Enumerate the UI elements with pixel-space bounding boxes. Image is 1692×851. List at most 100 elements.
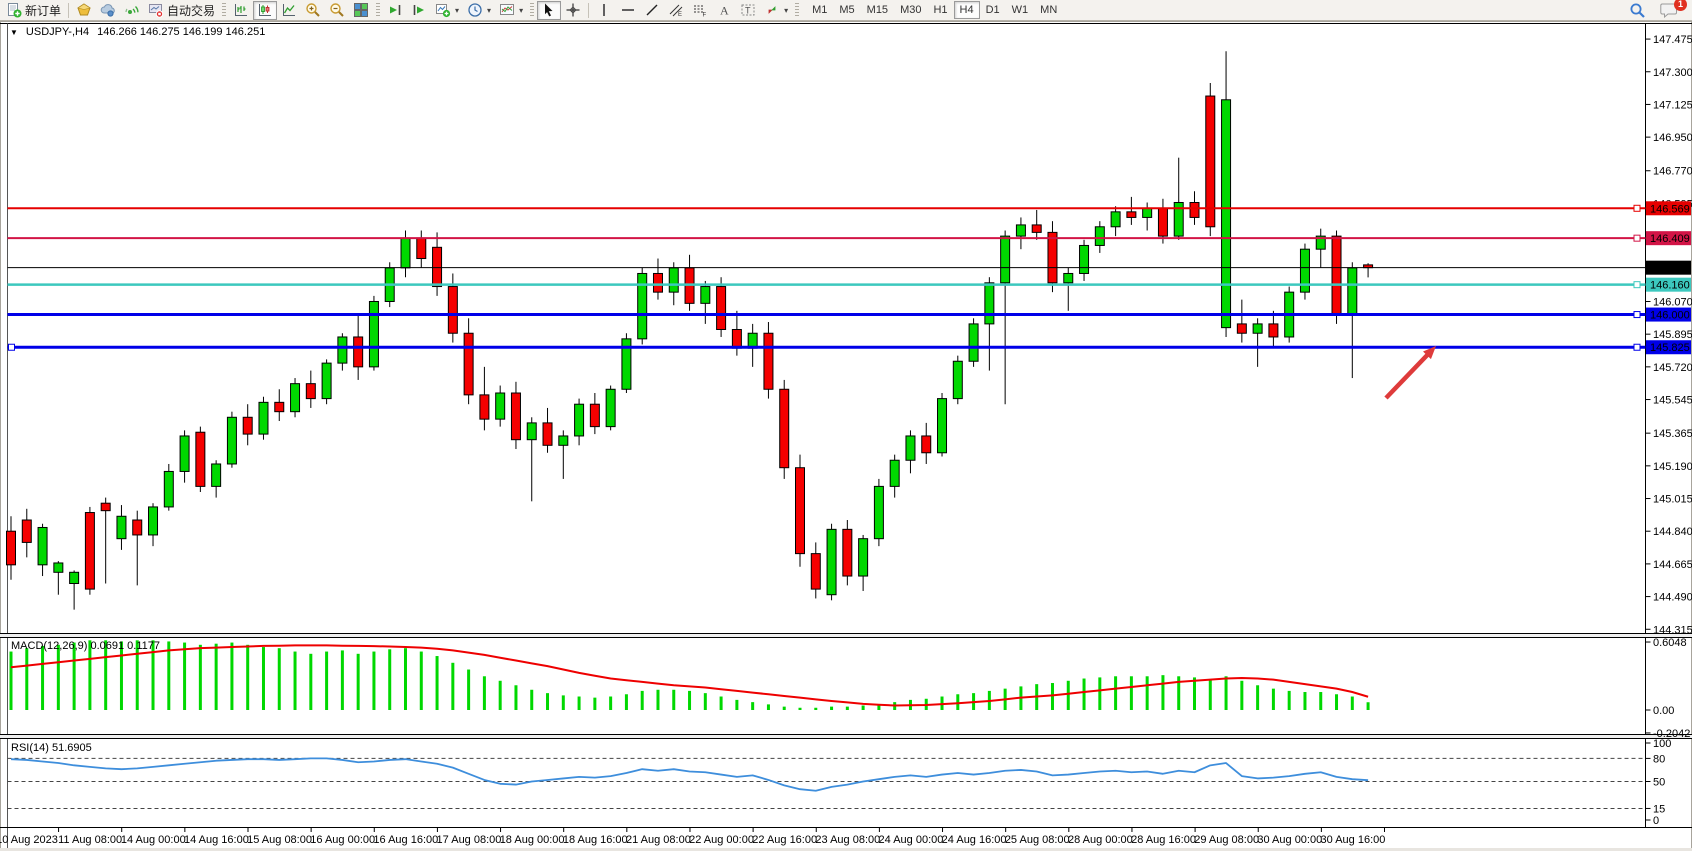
chart-shift-button[interactable] (407, 1, 431, 20)
svg-text:145.895: 145.895 (1653, 329, 1692, 341)
zoom-out-icon (329, 2, 345, 18)
toolbar-drag-handle[interactable] (795, 3, 800, 17)
rsi-label: RSI(14) 51.6905 (11, 742, 92, 754)
svg-text:100: 100 (1653, 738, 1671, 750)
line-handle[interactable] (1633, 204, 1641, 212)
cloud-icon (100, 2, 116, 18)
new-chart-icon (435, 2, 451, 18)
templates-dropdown[interactable]: ▾ (495, 1, 527, 20)
horizontal-line-icon (620, 2, 636, 18)
svg-text:16 Aug 00:00: 16 Aug 00:00 (310, 834, 375, 846)
vertical-line-tool[interactable] (592, 1, 616, 20)
timeframe-button-m15[interactable]: M15 (866, 4, 889, 16)
svg-text:25 Aug 08:00: 25 Aug 08:00 (1005, 834, 1070, 846)
bar-chart-icon (233, 2, 249, 18)
arrow-annotation[interactable] (1384, 346, 1436, 400)
toolbar: 新订单 自动交易 (0, 0, 1692, 21)
tile-windows-button[interactable] (349, 1, 373, 20)
svg-text:30 Aug 16:00: 30 Aug 16:00 (1321, 834, 1386, 846)
zoom-in-icon (305, 2, 321, 18)
svg-text:29 Aug 08:00: 29 Aug 08:00 (1194, 834, 1259, 846)
arrows-dropdown[interactable]: ▾ (760, 1, 792, 20)
svg-text:E: E (678, 12, 682, 18)
macd-signal-line (10, 644, 1369, 707)
new-chart-dropdown[interactable]: ▾ (431, 1, 463, 20)
text-tool[interactable]: A (712, 1, 736, 20)
line-handle[interactable] (1633, 311, 1641, 319)
search-button[interactable] (1625, 1, 1650, 20)
equidistant-channel-tool[interactable]: E (664, 1, 688, 20)
timeframe-button-m30[interactable]: M30 (900, 4, 922, 16)
toolbar-drag-handle[interactable] (222, 3, 227, 17)
svg-text:0.00: 0.00 (1653, 705, 1674, 717)
toolbar-drag-handle[interactable] (376, 3, 381, 17)
timeframe-toolbar: M1 M5 M15 M30 H1 H4 D1 W1 MN (806, 1, 1063, 19)
line-handle[interactable] (8, 343, 15, 351)
horizontal-line-tool[interactable] (616, 1, 640, 20)
autotrading-button[interactable]: 自动交易 (144, 1, 219, 20)
line-handle[interactable] (1633, 343, 1641, 351)
fibonacci-tool[interactable]: F (688, 1, 712, 20)
toolbar-drag-handle[interactable] (530, 3, 535, 17)
notifications-button[interactable]: 1 (1656, 0, 1687, 20)
line-handle[interactable] (1633, 281, 1641, 289)
svg-text:80: 80 (1653, 753, 1665, 765)
price-label-146.160: 146.160 (1646, 277, 1691, 292)
bar-chart-mode-button[interactable] (229, 1, 253, 20)
chart-header: ▼ USDJPY-,H4 146.266 146.275 146.199 146… (10, 26, 265, 38)
text-icon: A (716, 2, 732, 18)
zoom-in-button[interactable] (301, 1, 325, 20)
timeframe-button-mn[interactable]: MN (1040, 4, 1058, 16)
crosshair-tool-button[interactable] (561, 1, 585, 20)
metaeditor-button[interactable] (72, 1, 96, 20)
candlestick-mode-button[interactable] (253, 0, 278, 20)
svg-text:145.720: 145.720 (1653, 362, 1692, 374)
signal-icon (124, 2, 140, 18)
auto-scroll-button[interactable] (383, 1, 407, 20)
mql5-community-button[interactable] (96, 1, 120, 20)
svg-text:24 Aug 16:00: 24 Aug 16:00 (942, 834, 1007, 846)
autotrading-icon (148, 2, 164, 18)
svg-text:28 Aug 16:00: 28 Aug 16:00 (1131, 834, 1196, 846)
svg-text:24 Aug 00:00: 24 Aug 00:00 (879, 834, 944, 846)
timeframe-button-w1[interactable]: W1 (1011, 4, 1029, 16)
template-icon (499, 2, 515, 18)
timeframe-button-d1[interactable]: D1 (985, 4, 1000, 16)
svg-text:15: 15 (1653, 803, 1665, 815)
chevron-down-icon: ▾ (519, 5, 524, 15)
macd-pane: MACD(12,26,9) 0.0691 0.1177 0.6048 0.00 -0.… (9, 637, 1690, 740)
signals-button[interactable] (120, 1, 144, 20)
periods-dropdown[interactable]: ▾ (463, 1, 495, 20)
svg-text:144.315: 144.315 (1653, 624, 1692, 636)
zoom-out-button[interactable] (325, 1, 349, 20)
svg-text:147.125: 147.125 (1653, 99, 1692, 111)
svg-text:28 Aug 00:00: 28 Aug 00:00 (1068, 834, 1133, 846)
svg-text:23 Aug 08:00: 23 Aug 08:00 (815, 834, 880, 846)
timeframe-button-h1[interactable]: H1 (933, 4, 948, 16)
svg-text:16 Aug 16:00: 16 Aug 16:00 (373, 834, 438, 846)
horizontal-lines-group[interactable] (7, 204, 1646, 351)
trendline-tool[interactable] (640, 1, 664, 20)
svg-text:147.475: 147.475 (1653, 34, 1692, 46)
line-chart-mode-button[interactable] (277, 1, 301, 20)
cursor-tool-button[interactable] (537, 0, 562, 20)
svg-text:146.000: 146.000 (1650, 310, 1690, 322)
timeframe-button-h4[interactable]: H4 (953, 1, 980, 19)
timeframe-button-m1[interactable]: M1 (812, 4, 828, 16)
price-label-146.569: 146.569 (1646, 201, 1691, 216)
svg-text:18 Aug 00:00: 18 Aug 00:00 (500, 834, 565, 846)
svg-text:145.825: 145.825 (1650, 342, 1690, 354)
line-handle[interactable] (1633, 234, 1641, 242)
new-order-button[interactable]: 新订单 (2, 1, 65, 20)
notification-count-badge: 1 (1674, 0, 1687, 11)
svg-text:145.190: 145.190 (1653, 461, 1692, 473)
timeframe-button-m5[interactable]: M5 (839, 4, 855, 16)
text-label-tool[interactable]: T (736, 1, 760, 20)
svg-text:146.569: 146.569 (1650, 203, 1690, 215)
chart-dropdown-caret[interactable]: ▼ (10, 27, 18, 37)
price-axis[interactable]: 147.475 147.300 147.125 146.950 146.770 146.5… (1645, 34, 1692, 636)
svg-text:14 Aug 00:00: 14 Aug 00:00 (121, 834, 186, 846)
svg-text:17 Aug 08:00: 17 Aug 08:00 (437, 834, 502, 846)
